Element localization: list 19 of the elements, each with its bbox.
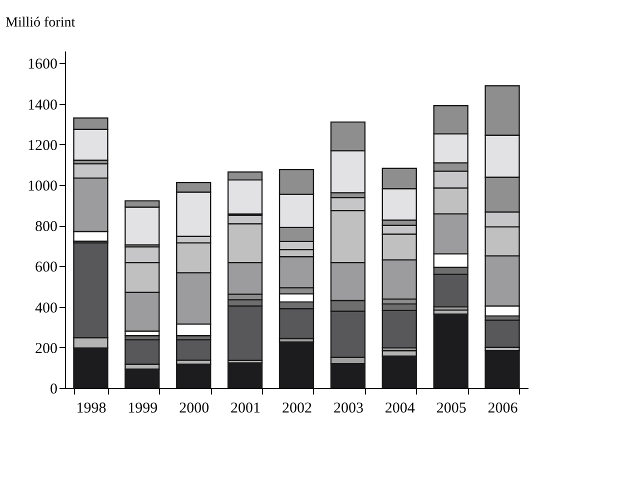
y-tick-label: 400 — [35, 300, 58, 316]
x-tick-label: 1998 — [76, 400, 106, 416]
y-tick-label: 1600 — [28, 56, 58, 73]
y-tick-label: 1200 — [28, 138, 58, 154]
x-tick-label: 1999 — [128, 400, 158, 416]
x-tick-label: 2004 — [384, 400, 416, 416]
y-axis-title: Millió forint — [6, 16, 76, 30]
x-tick-label: 2005 — [436, 400, 466, 416]
y-tick-label: 800 — [35, 219, 58, 236]
y-tick-label: 0 — [50, 382, 58, 398]
y-tick-label: 200 — [35, 340, 58, 357]
x-tick-label: 2001 — [230, 400, 261, 416]
x-tick-label: 2006 — [488, 400, 518, 416]
x-tick-label: 2003 — [333, 400, 364, 416]
x-tick-label: 2002 — [282, 400, 312, 416]
y-tick-label: 1000 — [28, 178, 58, 194]
x-tick-label: 2000 — [179, 400, 210, 416]
y-tick-label: 1400 — [28, 97, 58, 114]
y-tick-label: 600 — [35, 260, 58, 276]
